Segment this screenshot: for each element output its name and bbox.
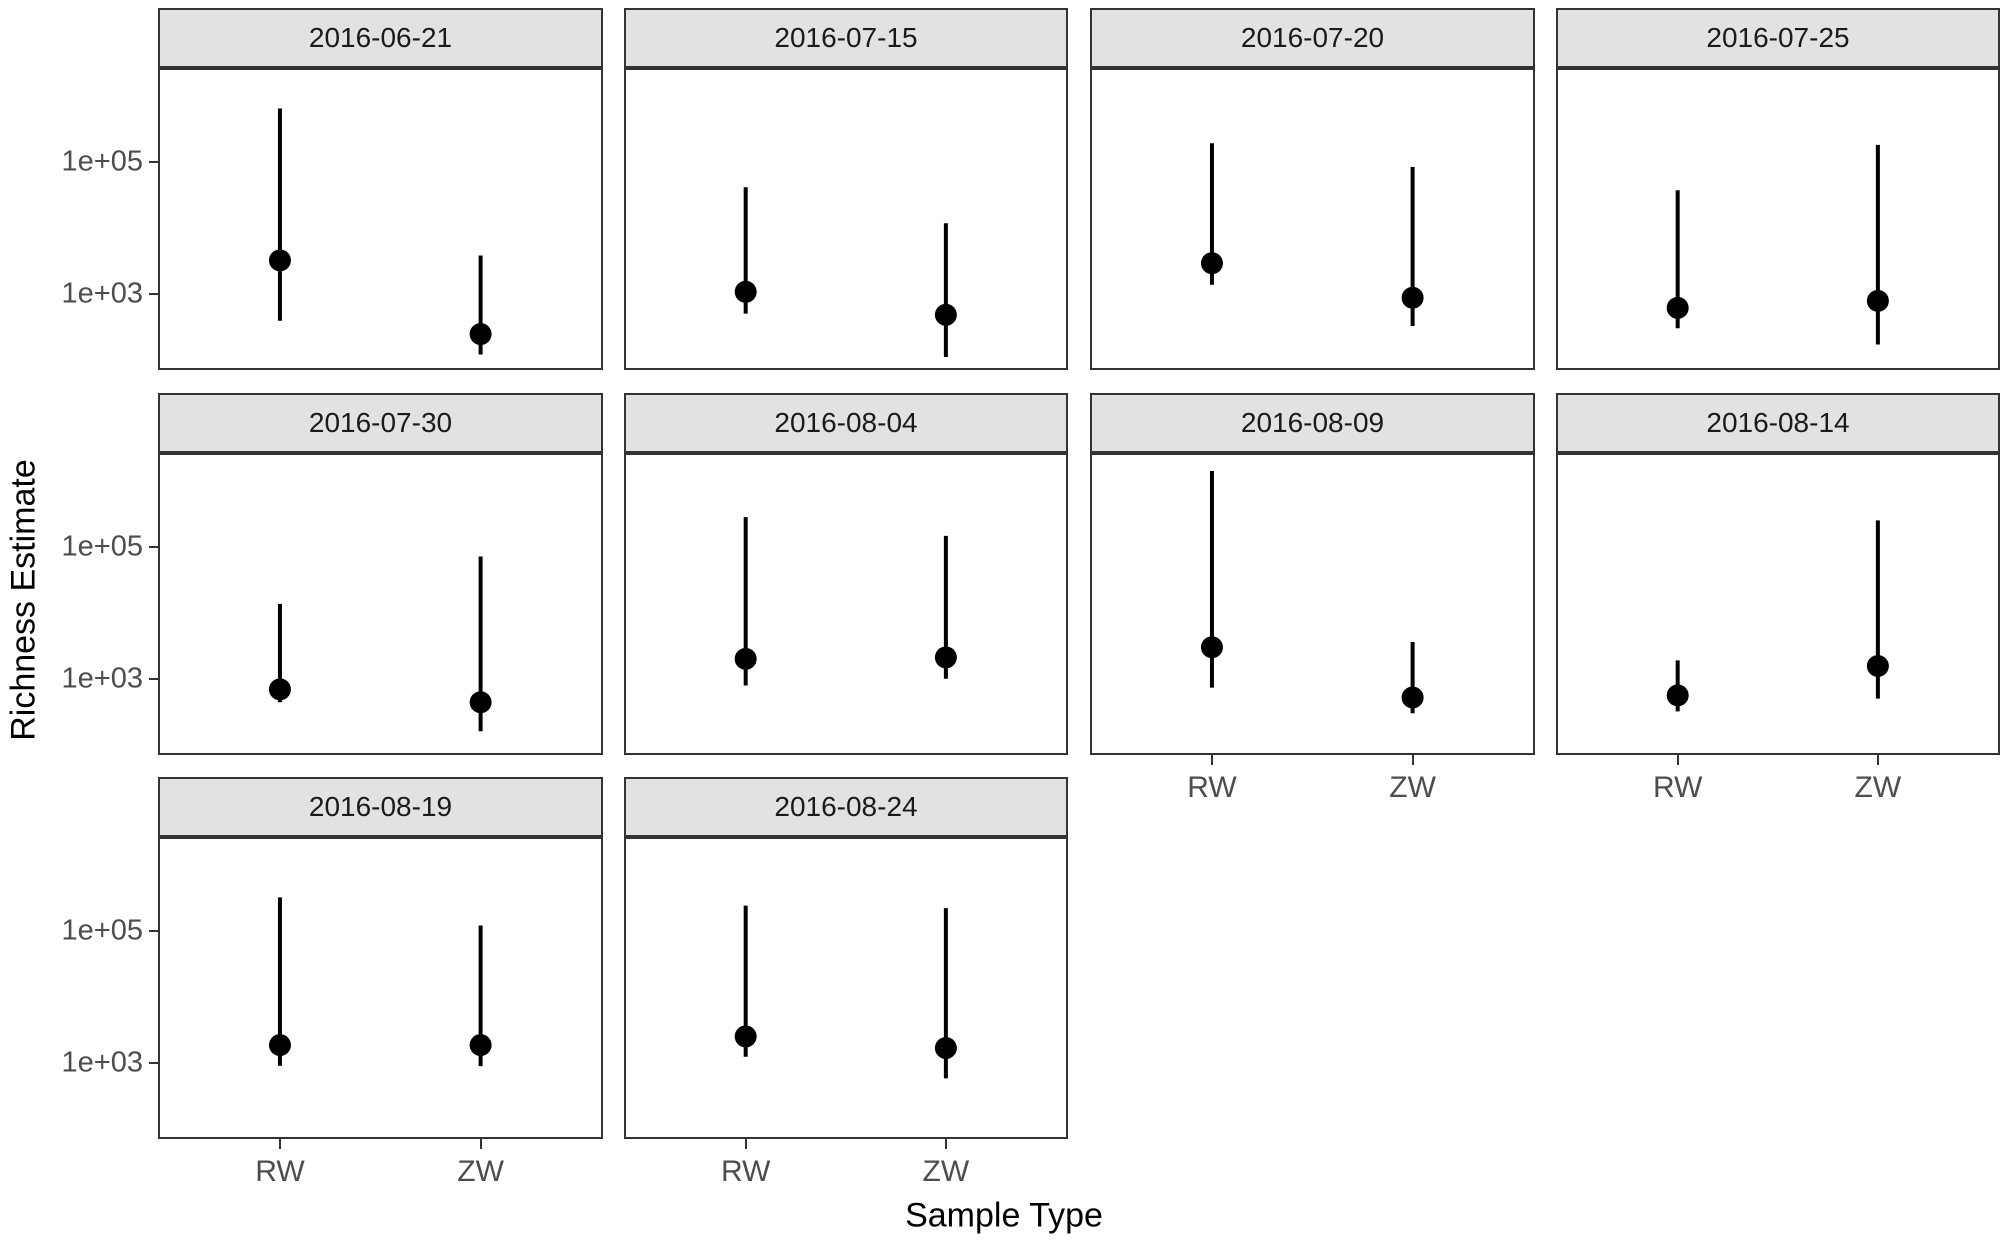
point-estimate-rw — [734, 1025, 757, 1048]
x-tick-mark — [1676, 755, 1679, 765]
facet-plot-area — [268, 556, 492, 732]
facet-strip-label: 2016-07-15 — [774, 22, 918, 53]
facet-strip: 2016-08-09 — [1090, 393, 1535, 453]
x-tick-label: RW — [720, 1155, 771, 1188]
point-estimate-zw — [469, 1034, 492, 1057]
point-estimate-rw — [1666, 296, 1689, 319]
facet-panel — [158, 453, 603, 755]
y-tick-label: 1e+03 — [61, 277, 143, 310]
facet-strip-label: 2016-08-14 — [1706, 407, 1850, 438]
y-tick-label: 1e+03 — [61, 1046, 143, 1079]
x-tick-label: ZW — [922, 1155, 970, 1188]
facet-strip-label: 2016-07-20 — [1240, 22, 1385, 53]
facet-strip-label: 2016-08-24 — [774, 791, 918, 822]
facet-strip: 2016-08-14 — [1556, 393, 2000, 453]
facet-panel — [624, 453, 1068, 755]
facet-plot-area — [734, 905, 957, 1079]
x-tick-mark — [944, 1139, 947, 1149]
x-tick-label: RW — [255, 1155, 305, 1188]
point-estimate-rw — [268, 678, 291, 701]
facet-strip-label: 2016-07-30 — [308, 407, 453, 438]
point-estimate-rw — [1200, 636, 1223, 659]
facet-panel — [624, 68, 1068, 370]
x-axis-title: Sample Type — [905, 1196, 1103, 1235]
y-tick-label: 1e+05 — [61, 914, 143, 947]
y-tick-label: 1e+05 — [61, 530, 143, 563]
facet-plot-area — [734, 187, 957, 358]
x-tick-mark — [278, 1139, 281, 1149]
x-tick-mark — [1876, 755, 1879, 765]
facet-plot-area — [1200, 471, 1424, 714]
facet-strip-label: 2016-08-19 — [308, 791, 453, 822]
facet-strip: 2016-08-24 — [624, 777, 1068, 837]
point-estimate-zw — [934, 303, 957, 326]
point-estimate-rw — [268, 249, 291, 272]
facet-strip: 2016-08-04 — [624, 393, 1068, 453]
point-estimate-rw — [1200, 252, 1223, 275]
point-estimate-zw — [469, 323, 492, 346]
y-tick-label: 1e+03 — [61, 662, 143, 695]
facet-panel — [624, 837, 1068, 1139]
point-estimate-zw — [1866, 654, 1889, 677]
facet-plot-area — [268, 897, 492, 1067]
x-tick-label: ZW — [1389, 771, 1436, 804]
y-tick-label: 1e+05 — [61, 145, 143, 178]
y-tick-mark — [149, 545, 158, 548]
x-tick-mark — [479, 1139, 482, 1149]
facet-panel — [1090, 68, 1535, 370]
facet-plot-area — [1666, 144, 1889, 345]
facet-plot-area — [268, 108, 492, 355]
point-estimate-zw — [934, 646, 957, 669]
x-tick-mark — [744, 1139, 747, 1149]
facet-strip: 2016-07-20 — [1090, 8, 1535, 68]
x-tick-label: RW — [1652, 771, 1703, 804]
point-estimate-rw — [268, 1034, 291, 1057]
facet-strip: 2016-08-19 — [158, 777, 603, 837]
point-estimate-rw — [734, 647, 757, 670]
facet-strip: 2016-07-30 — [158, 393, 603, 453]
point-estimate-zw — [1866, 289, 1889, 312]
facet-strip: 2016-07-15 — [624, 8, 1068, 68]
x-tick-mark — [1210, 755, 1213, 765]
y-tick-mark — [149, 677, 158, 680]
facet-panel — [1090, 453, 1535, 755]
facet-panel — [1556, 68, 2000, 370]
facet-strip-label: 2016-06-21 — [308, 22, 453, 53]
point-estimate-zw — [469, 691, 492, 714]
facet-plot-area — [1200, 143, 1424, 326]
point-estimate-rw — [734, 280, 757, 303]
facet-plot-area — [734, 517, 957, 686]
x-tick-label: RW — [1187, 771, 1237, 804]
y-tick-mark — [149, 160, 158, 163]
point-estimate-zw — [934, 1037, 957, 1060]
y-tick-mark — [149, 1061, 158, 1064]
point-estimate-zw — [1401, 286, 1424, 309]
facet-panel — [1556, 453, 2000, 755]
y-axis-title: Richness Estimate — [4, 459, 43, 741]
x-tick-label: ZW — [457, 1155, 504, 1188]
y-tick-mark — [149, 292, 158, 295]
facet-strip-label: 2016-07-25 — [1706, 22, 1850, 53]
facet-strip-label: 2016-08-04 — [774, 407, 918, 438]
facet-panel — [158, 837, 603, 1139]
y-tick-mark — [149, 929, 158, 932]
facet-plot-area — [1666, 520, 1889, 712]
x-tick-label: ZW — [1854, 771, 1902, 804]
point-estimate-rw — [1666, 684, 1689, 707]
point-estimate-zw — [1401, 686, 1424, 709]
facet-panel — [158, 68, 603, 370]
x-tick-mark — [1411, 755, 1414, 765]
facet-strip: 2016-06-21 — [158, 8, 603, 68]
facet-strip: 2016-07-25 — [1556, 8, 2000, 68]
facet-strip-label: 2016-08-09 — [1240, 407, 1385, 438]
